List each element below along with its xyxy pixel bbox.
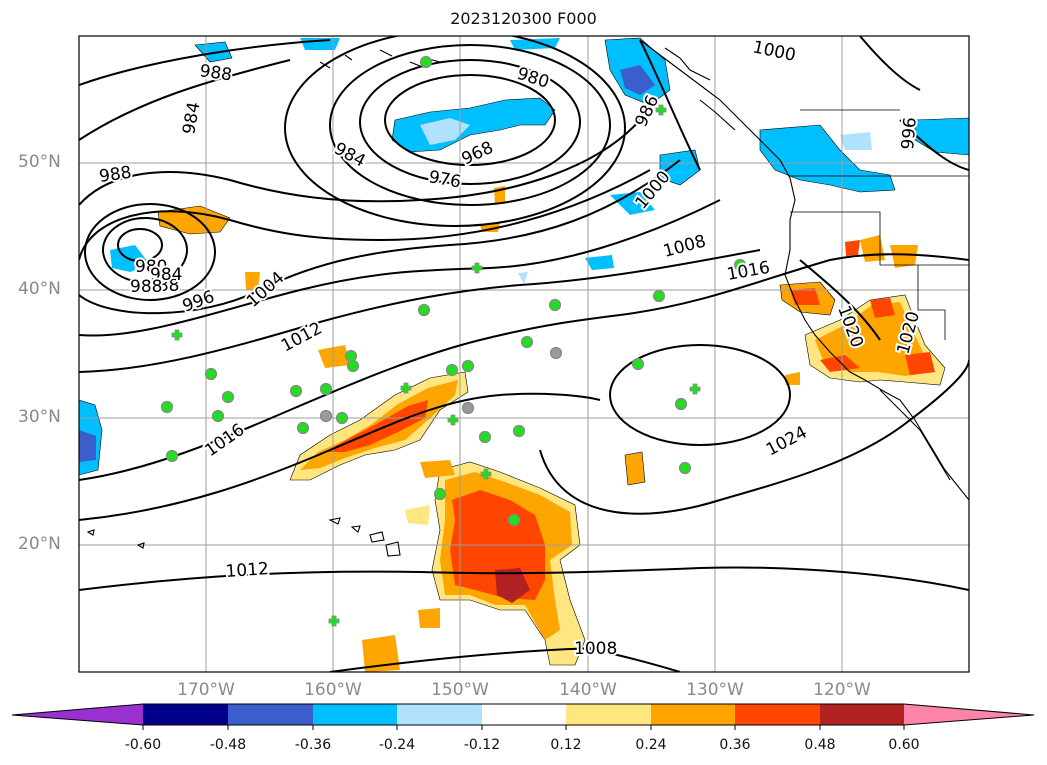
colorbar-tick-label: -0.12 bbox=[463, 737, 501, 753]
isobars bbox=[79, 36, 969, 672]
colorbar-tick-label: -0.24 bbox=[378, 737, 416, 753]
colorbar-tick-label: -0.48 bbox=[209, 737, 247, 753]
colorbar-segment bbox=[566, 704, 651, 725]
lat-label-30n: 30°N bbox=[18, 407, 61, 427]
contour-label-996-ne: 996 bbox=[898, 116, 921, 150]
colorbar-over-triangle bbox=[904, 704, 1034, 725]
colorbar-segment bbox=[143, 704, 228, 725]
lon-label-120w: 120°W bbox=[813, 680, 871, 700]
colorbar-segment bbox=[651, 704, 735, 725]
colorbar-tick-label: 0.48 bbox=[804, 737, 836, 753]
colorbar-tick-label: 0.12 bbox=[550, 737, 582, 753]
contour-label-1012-s: 1012 bbox=[225, 559, 270, 582]
map-frame bbox=[78, 35, 970, 673]
lon-label-140w: 140°W bbox=[559, 680, 617, 700]
colorbar-tick-label: 0.24 bbox=[635, 737, 667, 753]
colorbar-tick-label: -0.36 bbox=[294, 737, 332, 753]
colorbar-tick-label: 0.60 bbox=[888, 737, 920, 753]
lat-label-40n: 40°N bbox=[18, 279, 61, 299]
contour-label-988-low-w: 988 bbox=[130, 277, 162, 297]
lon-label-170w: 170°W bbox=[177, 680, 235, 700]
colorbar bbox=[11, 703, 1035, 730]
colorbar-segment bbox=[228, 704, 313, 725]
graticule bbox=[79, 36, 969, 672]
colorbar-tick-label: -0.60 bbox=[124, 737, 162, 753]
contour-label-988-low: 988 bbox=[147, 276, 179, 296]
map-title: 2023120300 F000 bbox=[450, 9, 597, 28]
coastlines bbox=[86, 39, 969, 557]
contour-label-984-low-w: 984 bbox=[150, 265, 182, 285]
station-markers bbox=[160, 55, 747, 627]
colorbar-under-triangle bbox=[12, 704, 143, 725]
colorbar-segment bbox=[313, 704, 397, 725]
colorbar-segment bbox=[820, 704, 904, 725]
positive-shading bbox=[157, 186, 946, 672]
lat-label-20n: 20°N bbox=[18, 534, 61, 554]
lon-label-150w: 150°W bbox=[431, 680, 489, 700]
colorbar-tick-label: 0.36 bbox=[719, 737, 751, 753]
colorbar-segment bbox=[482, 704, 566, 725]
contour-label-980-low: 980 bbox=[135, 257, 167, 277]
contour-label-988-nw: 988 bbox=[198, 61, 233, 85]
lon-label-130w: 130°W bbox=[686, 680, 744, 700]
colorbar-segment bbox=[735, 704, 820, 725]
contour-label-1008-s: 1008 bbox=[574, 639, 617, 659]
lat-label-50n: 50°N bbox=[18, 152, 61, 172]
colorbar-segment bbox=[397, 704, 482, 725]
lon-label-160w: 160°W bbox=[304, 680, 362, 700]
